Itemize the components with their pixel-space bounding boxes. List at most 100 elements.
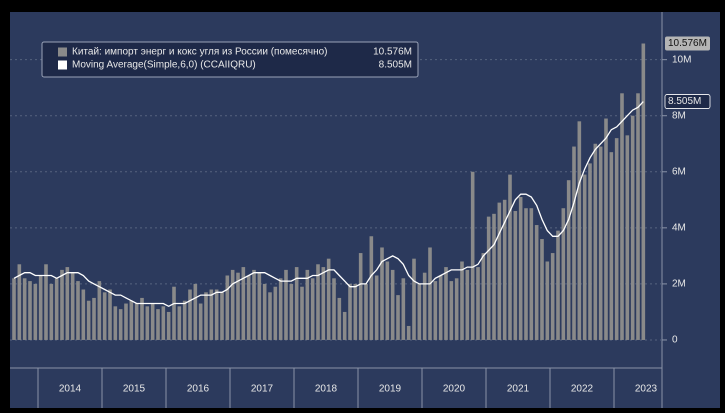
bar [508, 174, 512, 340]
bar [545, 261, 550, 340]
bar [198, 303, 203, 340]
bar [108, 289, 112, 340]
bar [60, 269, 64, 340]
bar [294, 267, 299, 340]
bar [150, 303, 155, 340]
bar [369, 236, 374, 340]
bar [550, 253, 555, 340]
bar [17, 264, 22, 340]
y-tick-label: 10M [672, 54, 691, 65]
bar [438, 275, 443, 340]
bar [326, 258, 331, 340]
bar [28, 281, 32, 340]
bar [166, 311, 171, 340]
legend-value: 10.576M [373, 47, 412, 58]
bar [241, 267, 246, 340]
bar [134, 303, 139, 340]
bar [625, 135, 630, 340]
last-value-label: 10.576M [668, 38, 707, 49]
bar [161, 306, 166, 340]
bar [566, 180, 571, 340]
bar [86, 300, 91, 340]
bar [577, 121, 582, 340]
legend: Китай: импорт энерг и кокс угля из Росси… [41, 41, 419, 78]
bar [470, 171, 475, 340]
bar [225, 275, 230, 340]
x-tick-label: 2022 [571, 384, 594, 395]
bar [321, 267, 326, 340]
legend-label: Китай: импорт энерг и кокс угля из Росси… [72, 47, 328, 58]
bar [124, 303, 128, 340]
x-tick-label: 2021 [507, 384, 530, 395]
bar [118, 309, 123, 340]
bar [561, 208, 566, 340]
bar [81, 289, 86, 340]
bar [262, 283, 267, 340]
moving-average-line [13, 101, 644, 308]
bar [513, 211, 518, 340]
bar [236, 272, 240, 340]
bar [524, 208, 528, 340]
bar [492, 213, 496, 340]
bar [534, 225, 539, 340]
bar [348, 283, 352, 340]
bar [588, 163, 592, 340]
bar [614, 138, 619, 340]
bar [54, 278, 59, 340]
bar [284, 269, 288, 340]
bar [22, 278, 27, 340]
bar [49, 283, 54, 340]
bar [230, 269, 235, 340]
x-tick-label: 2017 [251, 384, 274, 395]
x-tick-label: 2015 [123, 384, 146, 395]
y-tick-label: 8M [672, 110, 686, 121]
bar [401, 278, 406, 340]
bar [572, 146, 576, 340]
bar [33, 283, 38, 340]
bar [278, 278, 283, 340]
bar [305, 269, 310, 340]
last-value-tag [664, 94, 711, 109]
bar [433, 281, 438, 340]
bar [332, 278, 336, 340]
bar [358, 253, 363, 340]
legend-value: 8.505M [379, 60, 412, 71]
bar [182, 300, 187, 340]
bar [209, 289, 214, 340]
bar [593, 143, 598, 340]
legend-label: Moving Average(Simple,6,0) (CCAIIQRU) [72, 60, 256, 71]
bar [97, 281, 102, 340]
axis-labels: 0 2M 4M 6M 8M 10M 2014 2015 2016 2017 2018 2019 2020… [59, 36, 711, 395]
bar [156, 309, 160, 340]
bar [342, 311, 347, 340]
bar [454, 278, 459, 340]
bar [172, 286, 176, 340]
bar [502, 199, 507, 340]
bar [529, 208, 534, 340]
bar [460, 261, 464, 340]
bar [582, 174, 587, 340]
bar [268, 292, 272, 340]
bar [620, 93, 624, 340]
bar [65, 267, 70, 340]
bar [140, 297, 144, 340]
bar [310, 278, 315, 340]
bar [252, 269, 256, 340]
bar [44, 264, 48, 340]
bar [102, 292, 107, 340]
last-value-tag [665, 36, 710, 51]
bar [396, 295, 400, 340]
bar [316, 264, 320, 340]
legend-box [41, 41, 419, 78]
bar [204, 292, 208, 340]
bar [412, 258, 416, 340]
legend-swatch [58, 60, 67, 70]
bar [220, 292, 224, 340]
last-value-label: 8.505M [668, 96, 701, 107]
bar [636, 93, 640, 340]
bar [428, 247, 432, 340]
bar [540, 239, 544, 340]
bar [641, 43, 646, 340]
bar [92, 297, 96, 340]
bar [380, 247, 384, 340]
